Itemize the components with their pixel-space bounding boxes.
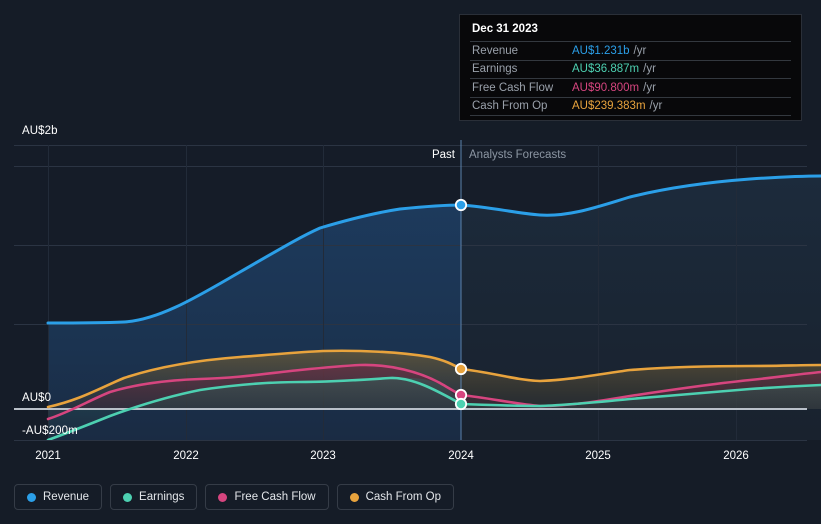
chart-tooltip: Dec 31 2023 Revenue AU$1.231b /yr Earnin… <box>459 14 802 121</box>
legend-label-cash-from-op: Cash From Op <box>365 491 442 503</box>
legend-dot-revenue <box>27 492 36 502</box>
marker-revenue <box>454 198 468 212</box>
hover-markers <box>454 198 468 411</box>
tooltip-label-earnings: Earnings <box>472 63 518 76</box>
tooltip-value-free-cash-flow: AU$90.800m <box>572 81 640 94</box>
legend-label-free-cash-flow: Free Cash Flow <box>234 491 316 503</box>
legend-dot-free-cash-flow <box>218 492 228 502</box>
legend-dot-earnings <box>123 492 133 502</box>
tooltip-label-cash-from-op: Cash From Op <box>472 100 548 113</box>
marker-earnings <box>454 397 468 411</box>
series-line-earnings <box>46 376 821 440</box>
tooltip-date: Dec 31 2023 <box>472 23 538 35</box>
series-line-revenue <box>46 174 821 325</box>
tooltip-row-free-cash-flow: Free Cash Flow AU$90.800m /yr <box>470 78 791 97</box>
legend-label-earnings: Earnings <box>139 491 185 503</box>
chart-legend: Revenue Earnings Free Cash Flow Cash Fro… <box>14 484 455 510</box>
tooltip-value-cash-from-op: AU$239.383m <box>572 100 646 113</box>
legend-item-earnings[interactable]: Earnings <box>110 484 198 510</box>
tooltip-label-revenue: Revenue <box>472 44 519 57</box>
tooltip-unit-free-cash-flow: /yr <box>643 81 656 94</box>
legend-label-revenue: Revenue <box>43 491 90 503</box>
tooltip-unit-earnings: /yr <box>643 63 656 76</box>
tooltip-label-free-cash-flow: Free Cash Flow <box>472 81 554 94</box>
legend-item-revenue[interactable]: Revenue <box>14 484 103 510</box>
series-line-cash-from-op <box>46 349 821 409</box>
tooltip-row-revenue: Revenue AU$1.231b /yr <box>470 41 791 60</box>
tooltip-value-revenue: AU$1.231b <box>572 44 630 57</box>
legend-dot-cash-from-op <box>349 492 359 502</box>
tooltip-row-cash-from-op: Cash From Op AU$239.383m /yr <box>470 96 791 116</box>
legend-item-free-cash-flow[interactable]: Free Cash Flow <box>205 484 329 510</box>
tooltip-value-earnings: AU$36.887m <box>572 63 640 76</box>
gridlines <box>14 145 807 441</box>
tooltip-unit-revenue: /yr <box>633 44 647 57</box>
marker-cash-from-op <box>454 362 468 376</box>
tooltip-unit-cash-from-op: /yr <box>649 100 663 113</box>
tooltip-row-earnings: Earnings AU$36.887m /yr <box>470 59 791 79</box>
series-line-free-cash-flow <box>46 363 821 421</box>
legend-item-cash-from-op[interactable]: Cash From Op <box>336 484 455 510</box>
